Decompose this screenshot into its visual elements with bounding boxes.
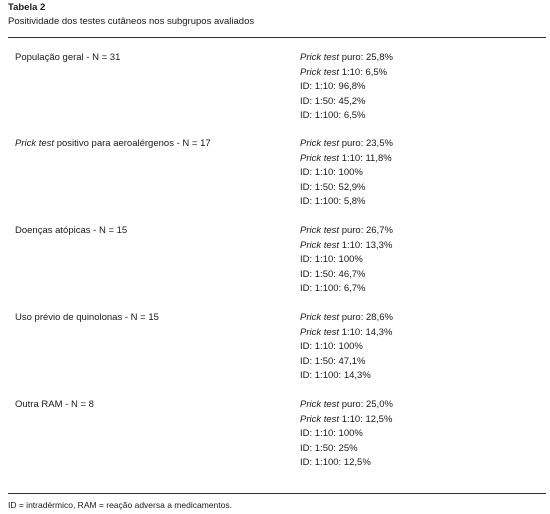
- text-segment: ID: 1:100: 6,7%: [300, 283, 366, 295]
- result-line: Prick test puro: 23,5%: [300, 138, 393, 150]
- text-segment: 1:10: 14,3%: [339, 326, 393, 338]
- text-segment: 1:10: 11,8%: [339, 152, 392, 164]
- text-segment: puro: 25,0%: [339, 399, 393, 410]
- result-line: Prick test puro: 26,7%: [300, 225, 393, 237]
- text-segment: puro: 25,8%: [339, 52, 393, 63]
- table-caption: Positividade dos testes cutâneos nos sub…: [8, 16, 255, 27]
- result-line: Prick test puro: 25,8%: [300, 52, 393, 64]
- text-segment: ID: 1:50: 46,7%: [300, 268, 366, 280]
- text-segment: ID: 1:10: 96,8%: [300, 81, 366, 93]
- result-line: ID: 1:50: 47,1%: [300, 356, 365, 368]
- text-segment: ID: 1:10: 100%: [300, 167, 363, 179]
- result-line: Prick test 1:10: 14,3%: [300, 327, 392, 339]
- text-segment: Prick test: [300, 225, 340, 236]
- result-line: ID: 1:100: 14,3%: [300, 370, 371, 382]
- group-label: Outra RAM - N = 8: [15, 399, 94, 411]
- text-segment: 1:10: 12,5%: [339, 413, 393, 425]
- text-segment: Prick test: [300, 312, 340, 323]
- result-line: ID: 1:10: 100%: [300, 254, 363, 266]
- result-line: Prick test puro: 25,0%: [300, 399, 393, 411]
- footnote: ID = intradérmico, RAM = reação adversa …: [8, 500, 232, 510]
- result-line: ID: 1:100: 6,7%: [300, 283, 365, 295]
- text-segment: Prick test: [15, 138, 55, 149]
- group-label: Prick test positivo para aeroalérgenos -…: [15, 138, 211, 150]
- text-segment: Prick test: [300, 52, 340, 63]
- text-segment: ID: 1:100: 14,3%: [300, 370, 371, 382]
- result-line: Prick test 1:10: 11,8%: [300, 153, 392, 165]
- result-line: ID: 1:10: 100%: [300, 341, 363, 353]
- text-segment: Prick test: [300, 399, 340, 410]
- text-segment: Prick test: [300, 413, 340, 425]
- result-line: Prick test 1:10: 6,5%: [300, 67, 387, 79]
- result-line: ID: 1:100: 12,5%: [300, 457, 371, 469]
- group-label: População geral - N = 31: [15, 52, 120, 64]
- text-segment: ID: 1:100: 5,8%: [300, 196, 366, 208]
- bottom-rule: [8, 493, 546, 494]
- text-segment: ID: 1:10: 100%: [300, 254, 363, 266]
- text-segment: ID: 1:50: 52,9%: [300, 181, 366, 193]
- result-line: ID: 1:10: 100%: [300, 167, 363, 179]
- text-segment: ID: 1:50: 25%: [300, 442, 358, 454]
- text-segment: ID: 1:100: 6,5%: [300, 110, 366, 122]
- text-segment: puro: 23,5%: [339, 138, 393, 149]
- result-line: ID: 1:100: 5,8%: [300, 196, 365, 208]
- text-segment: Prick test: [300, 326, 340, 338]
- result-line: ID: 1:50: 45,2%: [300, 96, 365, 108]
- text-segment: Prick test: [300, 66, 340, 78]
- text-segment: Prick test: [300, 239, 340, 251]
- result-line: Prick test 1:10: 13,3%: [300, 240, 392, 252]
- text-segment: Uso prévio de quinolonas - N = 15: [15, 312, 159, 323]
- group-label: Doenças atópicas - N = 15: [15, 225, 127, 237]
- text-segment: Doenças atópicas - N = 15: [15, 225, 128, 236]
- result-line: ID: 1:50: 52,9%: [300, 182, 365, 194]
- result-line: ID: 1:50: 25%: [300, 443, 358, 455]
- result-line: Prick test 1:10: 12,5%: [300, 414, 392, 426]
- text-segment: ID: 1:10: 100%: [300, 428, 363, 440]
- text-segment: ID: 1:10: 100%: [300, 341, 363, 353]
- result-line: ID: 1:10: 100%: [300, 428, 363, 440]
- result-line: ID: 1:50: 46,7%: [300, 269, 365, 281]
- result-line: ID: 1:100: 6,5%: [300, 110, 365, 122]
- top-rule: [8, 37, 546, 38]
- text-segment: puro: 28,6%: [339, 312, 393, 323]
- result-line: Prick test puro: 28,6%: [300, 312, 393, 324]
- text-segment: puro: 26,7%: [339, 225, 393, 236]
- text-segment: ID: 1:100: 12,5%: [300, 457, 371, 469]
- result-line: ID: 1:10: 96,8%: [300, 81, 365, 93]
- text-segment: Outra RAM - N = 8: [15, 399, 94, 410]
- text-segment: ID: 1:50: 45,2%: [300, 95, 366, 107]
- text-segment: ID: 1:50: 47,1%: [300, 355, 366, 367]
- text-segment: 1:10: 13,3%: [339, 239, 393, 251]
- text-segment: Prick test: [300, 152, 340, 164]
- group-label: Uso prévio de quinolonas - N = 15: [15, 312, 159, 324]
- text-segment: 1:10: 6,5%: [339, 66, 388, 78]
- table-title: Tabela 2: [8, 2, 46, 13]
- text-segment: positivo para aeroalérgenos - N = 17: [54, 138, 211, 149]
- text-segment: População geral - N = 31: [15, 52, 121, 63]
- text-segment: Prick test: [300, 138, 340, 149]
